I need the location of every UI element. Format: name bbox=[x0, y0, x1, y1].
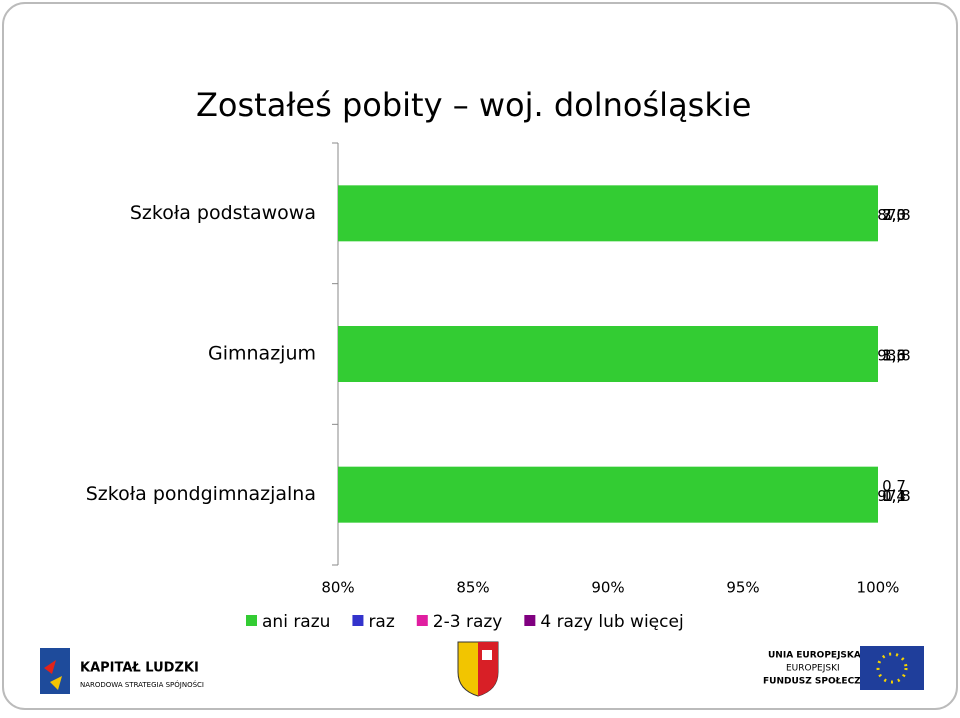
legend-swatch bbox=[416, 615, 428, 626]
data-label: 7,0 bbox=[882, 206, 906, 224]
x-tick-label: 85% bbox=[456, 579, 489, 597]
bar-segment bbox=[338, 326, 878, 382]
chart-title: Zostałeś pobity – woj. dolnośląskie bbox=[196, 86, 751, 124]
data-label: 93,8 bbox=[877, 347, 910, 365]
logo-text: EUROPEJSKI bbox=[786, 664, 840, 674]
x-tick-label: 100% bbox=[857, 579, 900, 597]
logo-text: FUNDUSZ SPOŁECZNY bbox=[763, 677, 875, 687]
data-label: 97,8 bbox=[877, 487, 910, 505]
bar-segment bbox=[338, 185, 878, 242]
logo-text: KAPITAŁ LUDZKI bbox=[80, 661, 199, 676]
category-label: Szkoła podstawowa bbox=[130, 202, 316, 224]
data-label: 3,0 bbox=[882, 206, 906, 224]
category-label: Szkoła pondgimnazjalna bbox=[86, 483, 316, 505]
legend-label: 2-3 razy bbox=[433, 612, 503, 632]
legend-swatch bbox=[524, 615, 536, 626]
plot bbox=[338, 185, 878, 523]
data-label: 0,4 bbox=[882, 487, 906, 505]
data-label: 0,7 bbox=[882, 477, 906, 495]
data-label: 2,3 bbox=[882, 206, 906, 224]
logo-eu: UNIA EUROPEJSKA EUROPEJSKI FUNDUSZ SPOŁE… bbox=[763, 646, 924, 690]
data-label: 1,3 bbox=[882, 347, 906, 365]
x-tick-label: 95% bbox=[726, 579, 759, 597]
coat-of-arms bbox=[457, 641, 499, 697]
data-label: 3,6 bbox=[882, 347, 906, 365]
data-label: 1,3 bbox=[882, 347, 906, 365]
x-tick-label: 80% bbox=[321, 579, 354, 597]
logo-kapital-ludzki: KAPITAŁ LUDZKI NARODOWA STRATEGIA SPÓJNO… bbox=[40, 648, 204, 694]
legend-label: ani razu bbox=[262, 612, 330, 632]
logo-text: UNIA EUROPEJSKA bbox=[768, 651, 861, 661]
legend-label: 4 razy lub więcej bbox=[540, 612, 683, 632]
legend-swatch bbox=[352, 615, 364, 626]
bar-segment bbox=[338, 466, 878, 523]
data-label: 87,8 bbox=[877, 206, 910, 224]
legend-label: raz bbox=[368, 612, 394, 632]
category-label: Gimnazjum bbox=[208, 343, 316, 365]
logo-text: NARODOWA STRATEGIA SPÓJNOŚCI bbox=[80, 680, 204, 689]
data-label: 1,1 bbox=[882, 487, 906, 505]
legend-swatch bbox=[246, 615, 257, 626]
x-tick-label: 90% bbox=[591, 579, 624, 597]
